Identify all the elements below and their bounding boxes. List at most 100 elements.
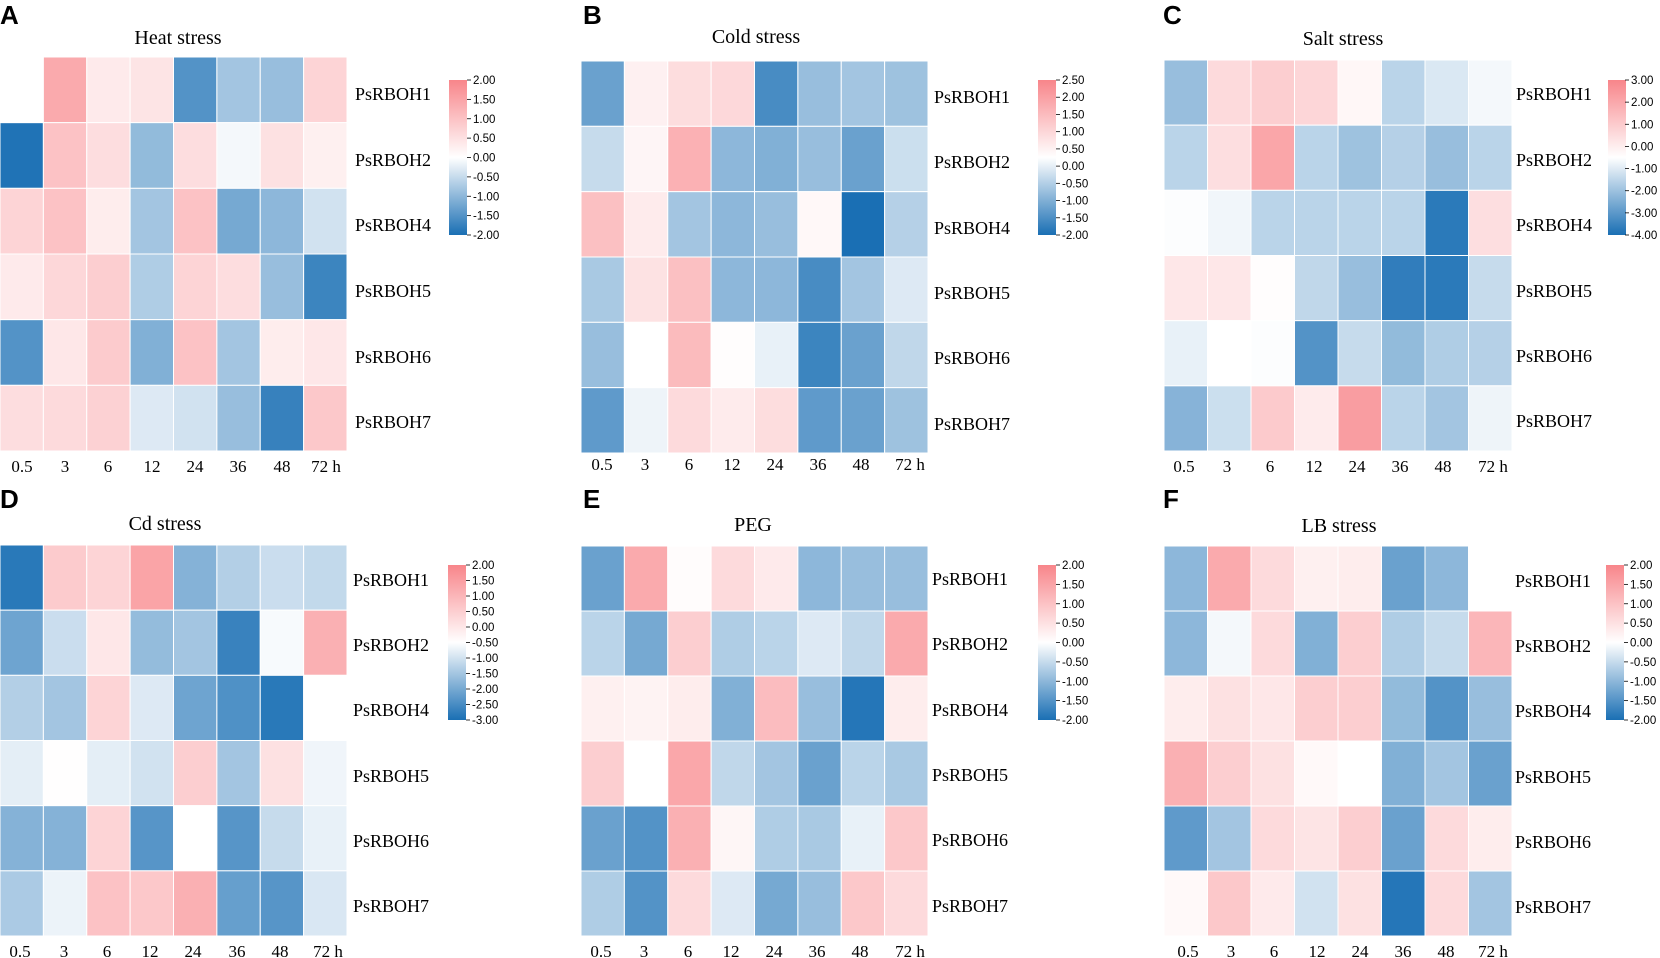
row-label: PsRBOH6 — [355, 347, 431, 367]
heatmap-cell — [259, 384, 305, 452]
heatmap-cell — [754, 870, 799, 937]
legend-tick-label: 0.50 — [473, 133, 495, 145]
heatmap-cell — [667, 321, 712, 389]
heatmap-cell — [303, 609, 348, 676]
row-label: PsRBOH1 — [1516, 84, 1592, 104]
legend-tick-label: -1.50 — [1630, 696, 1656, 708]
legend-tick-label: 2.00 — [1062, 92, 1084, 104]
legend-tick-label: 0.00 — [1062, 638, 1084, 650]
heatmap-cell — [580, 675, 625, 742]
legend-tick-label: 2.00 — [473, 75, 495, 87]
heatmap-cell — [1250, 610, 1295, 677]
col-label: 36 — [1395, 942, 1412, 958]
heatmap-cell — [1337, 320, 1382, 387]
legend-ticks: 2.00 1.50 1.00 0.50 0.00 -0.50 -1.00 -1.50 -2.00 — [467, 75, 499, 242]
heatmap-cell — [1468, 59, 1513, 126]
heatmap-cell — [884, 610, 929, 677]
heatmap-cell — [1381, 320, 1426, 387]
heatmap-cell — [840, 321, 886, 389]
legend-tick-label: 0.00 — [472, 622, 494, 634]
col-label: 0.5 — [591, 455, 612, 474]
color-legend-bar — [448, 565, 466, 720]
heatmap-cell — [580, 870, 625, 937]
panel-title: Cd stress — [129, 513, 202, 535]
heatmap-cell — [710, 256, 756, 323]
heatmap-cell — [840, 387, 886, 454]
row-label: PsRBOH6 — [932, 830, 1008, 850]
heatmap-cell — [129, 609, 175, 676]
legend-tick-label: -2.00 — [472, 684, 498, 696]
heatmap-cell — [884, 125, 929, 193]
legend-tick-label: -1.50 — [1062, 213, 1088, 225]
heatmap-cell — [1424, 385, 1469, 452]
row-label: PsRBOH5 — [1516, 281, 1592, 301]
legend-tick-label: -1.50 — [473, 211, 499, 223]
heatmap-cell — [259, 122, 305, 189]
heatmap-cell — [216, 319, 261, 386]
legend-tick-label: -1.00 — [1062, 676, 1088, 688]
legend-tick-label: 3.00 — [1631, 75, 1653, 87]
heatmap-cell — [1337, 255, 1382, 322]
heatmap-cell — [1424, 675, 1469, 742]
heatmap-cell — [1250, 870, 1295, 937]
panel-title: PEG — [734, 514, 772, 536]
heatmap-cell — [884, 740, 929, 807]
heatmap-cell — [710, 545, 756, 612]
color-legend-bar — [1608, 80, 1626, 235]
legend-tick-label: 0.00 — [1631, 141, 1653, 153]
heatmap-cell — [173, 740, 218, 807]
col-label: 3 — [61, 457, 70, 476]
heatmap-cell — [1294, 320, 1339, 387]
heatmap-cell — [797, 740, 842, 807]
row-label: PsRBOH4 — [932, 700, 1008, 720]
heatmap-cell — [1424, 255, 1469, 322]
heatmap-cell — [173, 187, 218, 255]
heatmap-cell — [1424, 805, 1469, 872]
heatmap-cell — [173, 805, 218, 872]
heatmap-cell — [1207, 124, 1252, 191]
legend-tick-label: -0.50 — [1630, 657, 1656, 669]
heatmap-cell — [884, 805, 929, 872]
heatmap-cell — [259, 870, 305, 937]
heatmap-cell — [884, 321, 929, 389]
heatmap-cell — [42, 56, 88, 124]
heatmap-cell — [1468, 189, 1513, 256]
heatmap-cell — [840, 256, 886, 323]
heatmap-cell — [1207, 870, 1252, 937]
heatmap-cell — [1207, 675, 1252, 742]
heatmap-cell — [1163, 870, 1208, 937]
row-label: PsRBOH4 — [934, 218, 1010, 238]
heatmap-cell — [754, 675, 799, 742]
heatmap-cell — [1294, 255, 1339, 322]
legend-tick-label: -1.00 — [1631, 164, 1657, 176]
heatmap-cell — [1250, 189, 1295, 256]
heatmap-cell — [1163, 545, 1208, 612]
heatmap-cell — [1424, 189, 1469, 256]
color-legend-bar — [449, 80, 467, 235]
heatmap-cell — [1250, 124, 1295, 191]
row-label: PsRBOH5 — [934, 283, 1010, 303]
heatmap-cell — [129, 870, 175, 937]
row-label: PsRBOH7 — [932, 896, 1008, 916]
heatmap-cell — [710, 60, 756, 127]
legend-tick-label: -0.50 — [473, 172, 499, 184]
heatmap-cell — [173, 253, 218, 321]
legend-tick-label: 1.50 — [1630, 579, 1652, 591]
panel-letter: E — [583, 484, 600, 514]
heatmap-cell — [303, 805, 348, 872]
heatmap-cell — [1163, 385, 1208, 452]
row-label: PsRBOH5 — [355, 281, 431, 301]
col-label: 0.5 — [1177, 942, 1198, 958]
row-label: PsRBOH2 — [1516, 150, 1592, 170]
heatmap-cell — [1250, 805, 1295, 872]
row-label: PsRBOH2 — [934, 152, 1010, 172]
heatmap-cell — [86, 319, 131, 386]
heatmap-cell — [1381, 610, 1426, 677]
heatmap-cell — [580, 805, 625, 872]
heatmap-cell — [667, 387, 712, 454]
heatmap-cell — [86, 674, 131, 742]
heatmap-cell — [840, 125, 886, 193]
heatmap-cell — [42, 805, 88, 872]
heatmap-cell — [797, 675, 842, 742]
col-label: 0.5 — [9, 942, 30, 958]
